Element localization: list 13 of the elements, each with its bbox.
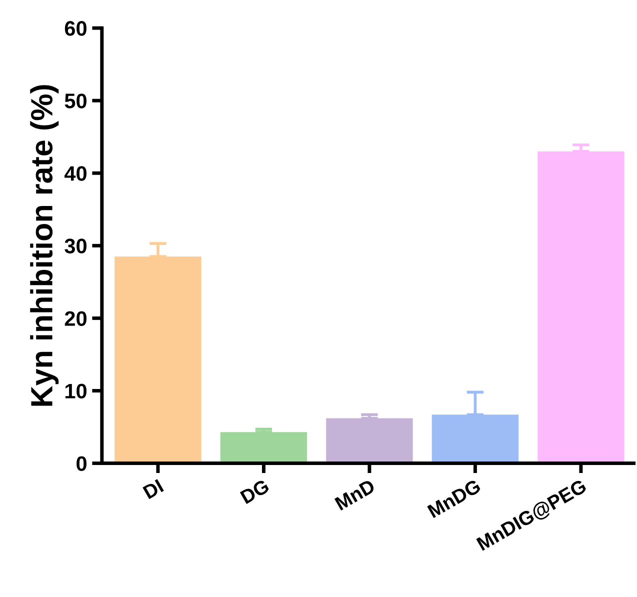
x-tick-label: DG	[240, 478, 270, 504]
y-tick-label: 30	[64, 238, 86, 254]
y-axis-title: Kyn inhibition rate (%)	[30, 85, 59, 406]
y-tick-label: 40	[64, 166, 86, 181]
x-tick-label: DI	[142, 479, 164, 500]
y-tick-label: 50	[64, 94, 86, 108]
y-tick-label: 0	[76, 456, 86, 472]
bar	[220, 432, 308, 464]
y-tick-label: 60	[64, 21, 86, 36]
y-tick-label: 10	[65, 384, 86, 398]
y-tick-label: 20	[64, 311, 86, 326]
x-tick-label: MnD	[334, 478, 376, 510]
bar	[326, 418, 413, 464]
